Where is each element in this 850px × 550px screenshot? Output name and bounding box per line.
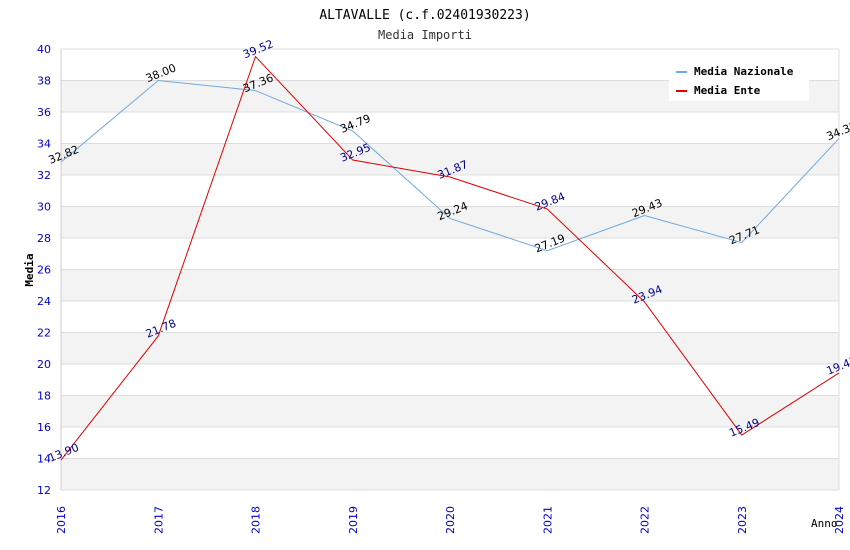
grid-band bbox=[61, 238, 839, 270]
series-lines bbox=[60, 55, 840, 461]
y-tick-label: 30 bbox=[37, 201, 51, 214]
y-tick-label: 16 bbox=[37, 421, 51, 434]
legend-box bbox=[669, 59, 809, 101]
y-tick-label: 32 bbox=[37, 169, 51, 182]
y-tick-label: 12 bbox=[37, 484, 51, 497]
y-tick-label: 22 bbox=[37, 327, 51, 340]
legend-label-ente: Media Ente bbox=[694, 84, 761, 97]
y-tick-label: 20 bbox=[37, 358, 51, 371]
x-axis-ticks: 2016 2017 2018 2019 2020 2021 2022 2023 2024 bbox=[55, 506, 846, 534]
grid-band bbox=[61, 143, 839, 175]
y-axis-ticks: 12 14 16 18 20 22 24 26 28 30 32 34 36 38 40 bbox=[37, 43, 51, 497]
y-tick-label: 40 bbox=[37, 43, 51, 56]
series-line-media-nazionale bbox=[60, 79, 840, 252]
y-tick-label: 36 bbox=[37, 106, 51, 119]
grid-band bbox=[61, 332, 839, 364]
grid-band bbox=[61, 175, 839, 207]
y-tick-label: 18 bbox=[37, 390, 51, 403]
grid-band bbox=[61, 301, 839, 333]
x-tick-label: 2018 bbox=[250, 506, 263, 534]
y-tick-label: 28 bbox=[37, 232, 51, 245]
chart-subtitle: Media Importi bbox=[378, 28, 472, 42]
grid-band bbox=[61, 395, 839, 427]
legend: Media Nazionale Media Ente bbox=[669, 59, 809, 101]
y-tick-label: 26 bbox=[37, 264, 51, 277]
x-tick-label: 2020 bbox=[444, 506, 457, 534]
x-tick-label: 2017 bbox=[152, 506, 165, 534]
y-tick-label: 34 bbox=[37, 138, 51, 151]
x-tick-label: 2019 bbox=[347, 506, 360, 534]
x-tick-label: 2024 bbox=[833, 506, 846, 534]
x-axis-label: Anno bbox=[811, 517, 838, 530]
x-tick-label: 2016 bbox=[55, 506, 68, 534]
grid-band bbox=[61, 458, 839, 490]
x-tick-label: 2023 bbox=[736, 506, 749, 534]
grid-band bbox=[61, 112, 839, 144]
plot-background-bands bbox=[61, 49, 839, 490]
y-axis-label: Media bbox=[23, 253, 36, 286]
y-tick-label: 38 bbox=[37, 75, 51, 88]
y-tick-label: 24 bbox=[37, 295, 51, 308]
legend-label-nazionale: Media Nazionale bbox=[694, 65, 794, 78]
y-tick-label: 14 bbox=[37, 453, 51, 466]
grid-band bbox=[61, 364, 839, 396]
grid-band bbox=[61, 427, 839, 459]
x-tick-label: 2021 bbox=[541, 506, 554, 534]
grid-lines bbox=[60, 48, 840, 491]
grid-band bbox=[61, 269, 839, 301]
grid-band bbox=[61, 206, 839, 238]
series-line-media-ente bbox=[60, 55, 840, 461]
x-tick-label: 2022 bbox=[639, 506, 652, 534]
chart-title: ALTAVALLE (c.f.02401930223) bbox=[319, 8, 530, 23]
